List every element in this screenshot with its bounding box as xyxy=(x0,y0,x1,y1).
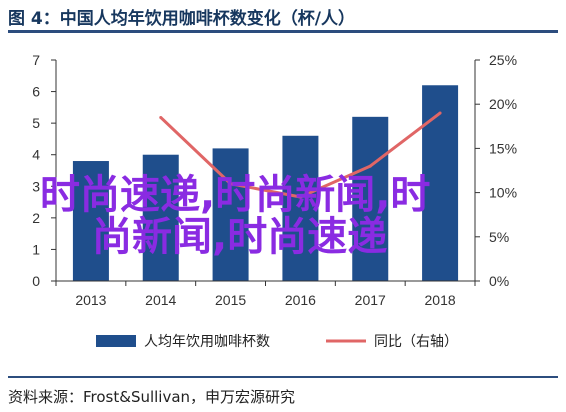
legend-swatch-bar xyxy=(96,335,136,347)
bars-layer xyxy=(72,85,459,281)
y-left-tick-label: 3 xyxy=(32,178,40,194)
legend-label-bar: 人均年饮用咖啡杯数 xyxy=(144,334,270,350)
line-point-2018 xyxy=(438,111,442,115)
title-rule xyxy=(8,30,558,33)
x-tick-label: 2014 xyxy=(145,292,176,308)
y-left-tick-label: 0 xyxy=(32,273,40,289)
y-right-tick-label: 0% xyxy=(489,273,509,289)
watermark: 时尚速递,时尚新闻,时 尚新闻,时尚速递 xyxy=(40,172,430,260)
axes-layer: 0 1 2 3 4 5 6 7 0% 5% 10% 15% 20% 25% 2013 2014 2015 2016… xyxy=(32,52,517,308)
bar-2018 xyxy=(422,85,459,281)
y-left-tick-label: 1 xyxy=(32,241,40,257)
y-right-tick-label: 15% xyxy=(489,140,517,156)
x-tick-label: 2018 xyxy=(425,292,456,308)
bar-2013 xyxy=(72,161,109,281)
legend: 人均年饮用咖啡杯数 同比（右轴） xyxy=(96,334,458,350)
watermark-line-2: 尚新闻,时尚速递 xyxy=(92,214,387,260)
y-left-tick-label: 4 xyxy=(32,147,40,163)
x-tick-label: 2013 xyxy=(75,292,106,308)
chart-title: 图 4：中国人均年饮用咖啡杯数变化（杯/人） xyxy=(8,9,355,29)
x-tick-label: 2016 xyxy=(285,292,316,308)
y-right-tick-label: 10% xyxy=(489,185,517,201)
y-left-tick-label: 2 xyxy=(32,210,40,226)
line-point-2015 xyxy=(229,182,233,186)
bar-2016 xyxy=(282,135,319,281)
line-point-2017 xyxy=(368,164,372,168)
y-left-tick-label: 5 xyxy=(32,115,40,131)
y-right-tick-label: 20% xyxy=(489,96,517,112)
y-right-tick-label: 5% xyxy=(489,229,509,245)
line-point-2014 xyxy=(159,115,163,119)
x-tick-label: 2017 xyxy=(355,292,386,308)
y-left-tick-label: 7 xyxy=(32,52,40,68)
x-tick-label: 2015 xyxy=(215,292,246,308)
y-right-tick-label: 25% xyxy=(489,52,517,68)
line-layer xyxy=(159,111,442,199)
watermark-line-1: 时尚速递,时尚新闻,时 xyxy=(40,172,430,218)
bar-2017 xyxy=(352,116,389,281)
line-point-2016 xyxy=(298,195,302,199)
bar-2014 xyxy=(142,154,179,281)
source-rule xyxy=(8,376,558,378)
source-note: 资料来源：Frost&Sullivan，申万宏源研究 xyxy=(8,388,296,406)
legend-label-line: 同比（右轴） xyxy=(374,334,458,350)
y-left-tick-label: 6 xyxy=(32,84,40,100)
